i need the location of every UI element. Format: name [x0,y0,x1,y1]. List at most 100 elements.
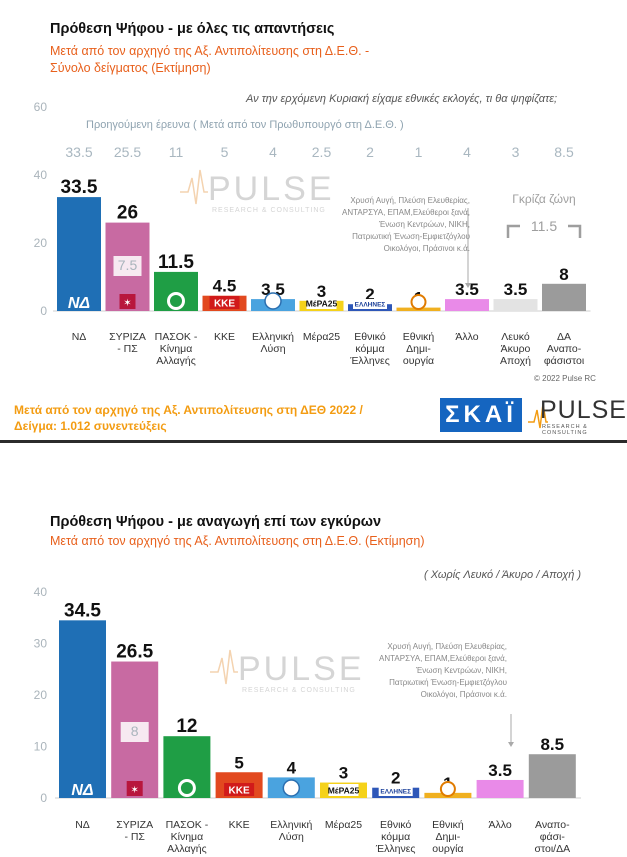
other-parties-note: Ένωση Κεντρώων, ΝΙΚΗ, [378,220,470,229]
inset-label-box [113,256,142,276]
category-label: Δημι- [436,831,461,843]
category-label: φάσιστοι [544,355,585,367]
category-label: Εθνική [432,819,464,831]
ethniki-dimiourgia-logo-icon [439,781,456,797]
chart-panel-all-answers: Πρόθεση Ψήφου - με όλες τις απαντήσεις Μ… [14,21,626,436]
elliniki-lysi-logo-icon [264,292,282,310]
other-parties-note: Οικολόγοι, Πράσινοι κ.ά. [421,690,507,699]
bar-value-label: 8.5 [540,735,564,754]
panel1-subtitle-line1: Μετά από τον αρχηγό της Αξ. Αντιπολίτευσ… [50,44,370,58]
ellines-logo-text: ΕΛΛΗΝΕΣ [355,302,386,309]
mera25-logo-icon [328,784,359,796]
category-label: - ΠΣ [117,343,138,355]
other-parties-note: Οικολόγοι, Πράσινοι κ.ά. [384,244,470,253]
y-tick-label: 40 [34,168,48,182]
bar-value-label: 2 [365,285,374,304]
footer-line1: Μετά από τον αρχηγό της Αξ. Αντιπολίτευσ… [14,403,363,417]
previous-value-label: 11 [169,144,184,160]
bar [542,283,586,311]
category-label: ουργία [432,843,463,855]
category-label: Αλλαγής [167,843,207,855]
bar [476,779,524,798]
previous-value-label: 25.5 [114,144,141,160]
previous-value-label: 33.5 [65,144,92,160]
bar-value-label: 4.5 [213,277,237,296]
mera25-logo-icon [306,297,337,309]
pulse-logo: PULSE RESEARCH & CONSULTING [528,396,626,436]
category-label: Δημι- [406,343,431,355]
other-parties-note: Χρυσή Αυγή, Πλεύση Ελευθερίας, [350,196,470,205]
previous-value-label: 4 [269,144,277,160]
category-label: Ελληνική [270,819,312,831]
category-label: κόμμα [355,343,384,355]
pulse-logo-sub: RESEARCH & CONSULTING [542,424,588,436]
bar [57,197,101,311]
category-label: Έλληνες [349,355,390,367]
category-label: Λύση [279,831,304,843]
nd-logo-icon: ΝΔ [68,295,91,312]
previous-value-label: 3 [512,144,520,160]
other-parties-note: ΑΝΤΑΡΣΥΑ, ΕΠΑΜ,Ελεύθεροι ξανά, [379,654,507,663]
y-tick-label: 30 [34,637,48,651]
category-label: ΚΚΕ [229,819,250,831]
bar-value-label: 11.5 [158,252,194,273]
copyright: © 2022 Pulse RC [534,374,596,383]
other-parties-note: Πατριωτική Ένωση-Εμφιετζόγλου [389,678,507,687]
category-label: ΠΑΣΟΚ - [166,819,209,831]
nd-logo-icon: ΝΔ [71,782,94,799]
category-label: Άκυρο [501,343,531,355]
other-parties-note: ΑΝΤΑΡΣΥΑ, ΕΠΑΜ,Ελεύθεροι ξανά, [342,208,470,217]
pasok-sun-icon [170,295,182,307]
y-tick-label: 0 [40,791,47,805]
bar-value-label: 8 [559,265,568,284]
category-label: Λύση [260,343,285,355]
panel-divider [0,440,627,450]
category-label: στοι/ΔΑ [535,843,571,855]
pasok-sun-icon [180,782,193,794]
category-label: Κίνημα [171,831,204,843]
category-label: φάσι- [540,831,566,843]
chart-panel-valid-votes: Πρόθεση Ψήφου - με αναγωγή επί των εγκύρ… [0,450,627,857]
category-label: ΚΚΕ [214,331,235,343]
category-label: ΠΑΣΟΚ - [155,331,198,343]
previous-value-label: 1 [415,144,423,160]
y-tick-label: 60 [34,100,48,114]
bar-value-label: 3.5 [504,280,528,299]
kke-logo-text: ΚΚΕ [229,786,250,797]
pulse-wave-icon [528,403,548,429]
y-tick-label: 20 [34,688,48,702]
category-label: ΔΑ [557,331,571,343]
category-label: Αποχή [500,355,531,367]
other-parties-note: Χρυσή Αυγή, Πλεύση Ελευθερίας, [387,642,507,651]
category-label: ΣΥΡΙΖΑ [109,331,146,343]
panel1-title: Πρόθεση Ψήφου - με όλες τις απαντήσεις [50,21,335,37]
previous-value-label: 2.5 [312,144,332,160]
category-label: Ελληνική [252,331,294,343]
bar-value-label: 3.5 [488,761,512,780]
bar-value-label: 2 [391,769,400,788]
category-label: Άλλο [455,331,478,343]
category-label: Αλλαγής [156,355,196,367]
previous-value-label: 4 [463,144,471,160]
syriza-logo-icon [119,294,136,309]
category-label: Αναπο- [535,819,570,831]
ellines-logo-icon [378,786,413,796]
bar [528,754,576,798]
kke-logo-icon [224,783,255,796]
category-label: ουργία [403,355,434,367]
category-label: ΣΥΡΙΖΑ [116,819,153,831]
footer-line2: Δείγμα: 1.012 συνεντεύξεις [14,419,167,433]
bar-value-label: 4 [287,758,297,777]
category-label: κόμμα [381,831,410,843]
bar-value-label: 3 [339,764,348,783]
grey-zone-label: Γκρίζα ζώνη [512,192,575,206]
previous-survey-label: Προηγούμενη έρευνα ( Μετά από τον Πρωθυπ… [86,119,404,131]
watermark-sub-text: RESEARCH & CONSULTING [242,687,356,694]
ellines-logo-icon [353,299,387,309]
bar-value-label: 3 [317,282,326,301]
bar-value-label: 3.5 [261,280,285,299]
inset-label-box [120,722,149,742]
other-arrow-head [508,742,514,747]
